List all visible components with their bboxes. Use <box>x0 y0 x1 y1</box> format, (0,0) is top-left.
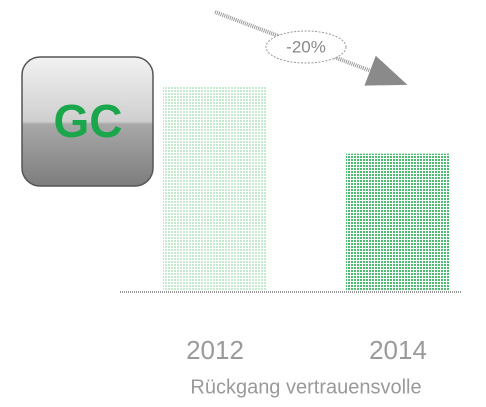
bar <box>346 153 450 291</box>
annotation-bubble <box>265 30 347 64</box>
caption: Rückgang vertrauensvolle <box>190 376 421 398</box>
badge-text: GC <box>54 95 123 147</box>
x-tick-label: 2014 <box>369 335 427 365</box>
annotation: -20% <box>286 37 326 56</box>
bar <box>163 86 267 291</box>
badge: GC <box>21 56 154 187</box>
badge-background <box>21 56 154 187</box>
x-tick-label: 2012 <box>186 335 244 365</box>
